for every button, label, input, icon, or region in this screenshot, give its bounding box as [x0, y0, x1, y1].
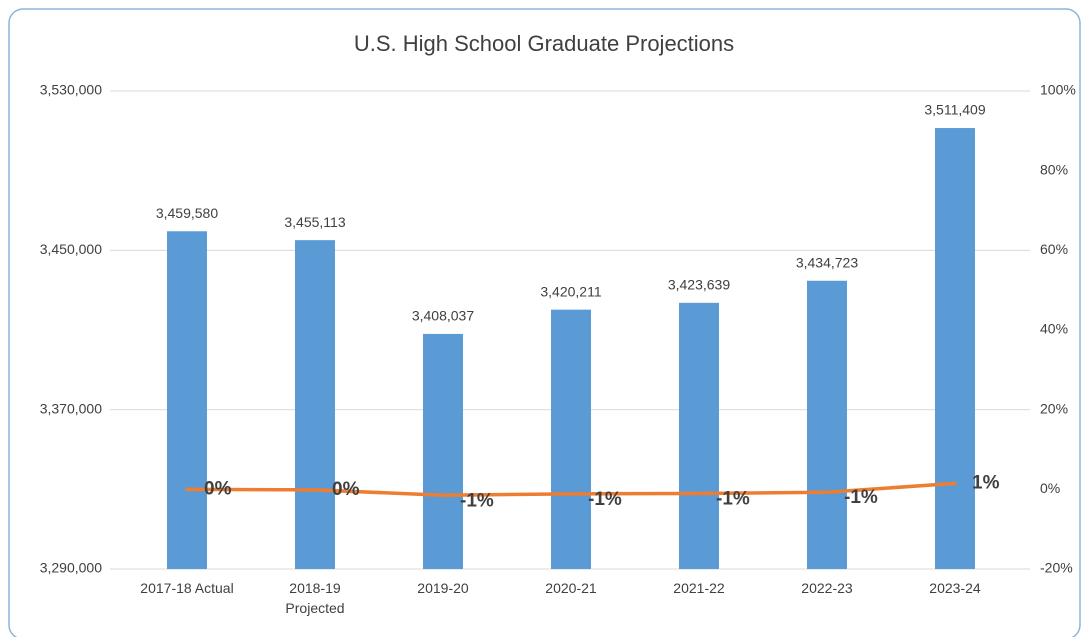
bar [295, 240, 335, 569]
line-label: 0% [204, 478, 232, 499]
y2-tick-label: 40% [1040, 321, 1068, 337]
y2-tick-label: 100% [1040, 82, 1076, 98]
y2-tick-label: -20% [1040, 560, 1073, 576]
line-label: 1% [972, 472, 1000, 493]
data-label: 3,511,409 [924, 102, 985, 118]
line-label: -1% [844, 487, 878, 508]
y-tick-label: 3,450,000 [40, 241, 102, 257]
x-tick-wrap: 2020-21 [545, 580, 597, 596]
y2-tick-label: 0% [1040, 480, 1060, 496]
line-label: -1% [716, 488, 750, 509]
data-label: 3,459,580 [156, 205, 218, 221]
data-label: 3,455,113 [284, 214, 345, 230]
y-tick-label: 3,370,000 [40, 400, 102, 416]
x-tick-wrap: 2018-19 Projected [285, 580, 345, 616]
x-tick-wrap: 2022-23 [801, 580, 853, 596]
y2-tick-label: 60% [1040, 241, 1068, 257]
x-tick-label: 2022-23 [801, 580, 853, 596]
x-tick-wrap: 2017-18 Actual [140, 580, 234, 596]
x-tick-label: 2017-18 Actual [140, 580, 234, 596]
x-tick-label: 2019-20 [417, 580, 469, 596]
x-tick-label: 2021-22 [673, 580, 725, 596]
bar [807, 280, 847, 569]
x-tick-label: 2023-24 [929, 580, 981, 596]
data-label: 3,423,639 [668, 277, 730, 293]
bar [935, 128, 975, 569]
bar [167, 231, 207, 569]
x-tick-wrap: 2023-24 [929, 580, 981, 596]
line-label: -1% [588, 489, 622, 510]
bar [423, 333, 463, 569]
bar [551, 309, 591, 569]
x-tick-wrap: 2019-20 [417, 580, 469, 596]
bar [679, 302, 719, 569]
data-label: 3,434,723 [796, 254, 858, 270]
x-tick-wrap: 2021-22 [673, 580, 725, 596]
line-label: -1% [460, 490, 494, 511]
chart-title: U.S. High School Graduate Projections [354, 31, 734, 56]
x-tick-label: 2020-21 [545, 580, 597, 596]
line-label: 0% [332, 479, 360, 500]
y2-tick-label: 80% [1040, 161, 1068, 177]
y2-tick-label: 20% [1040, 400, 1068, 416]
line [185, 481, 957, 498]
x-tick-label: 2018-19 Projected [285, 580, 345, 616]
y-tick-label: 3,530,000 [40, 82, 102, 98]
data-label: 3,408,037 [412, 308, 474, 324]
data-label: 3,420,211 [540, 283, 601, 299]
y-tick-label: 3,290,000 [40, 560, 102, 576]
